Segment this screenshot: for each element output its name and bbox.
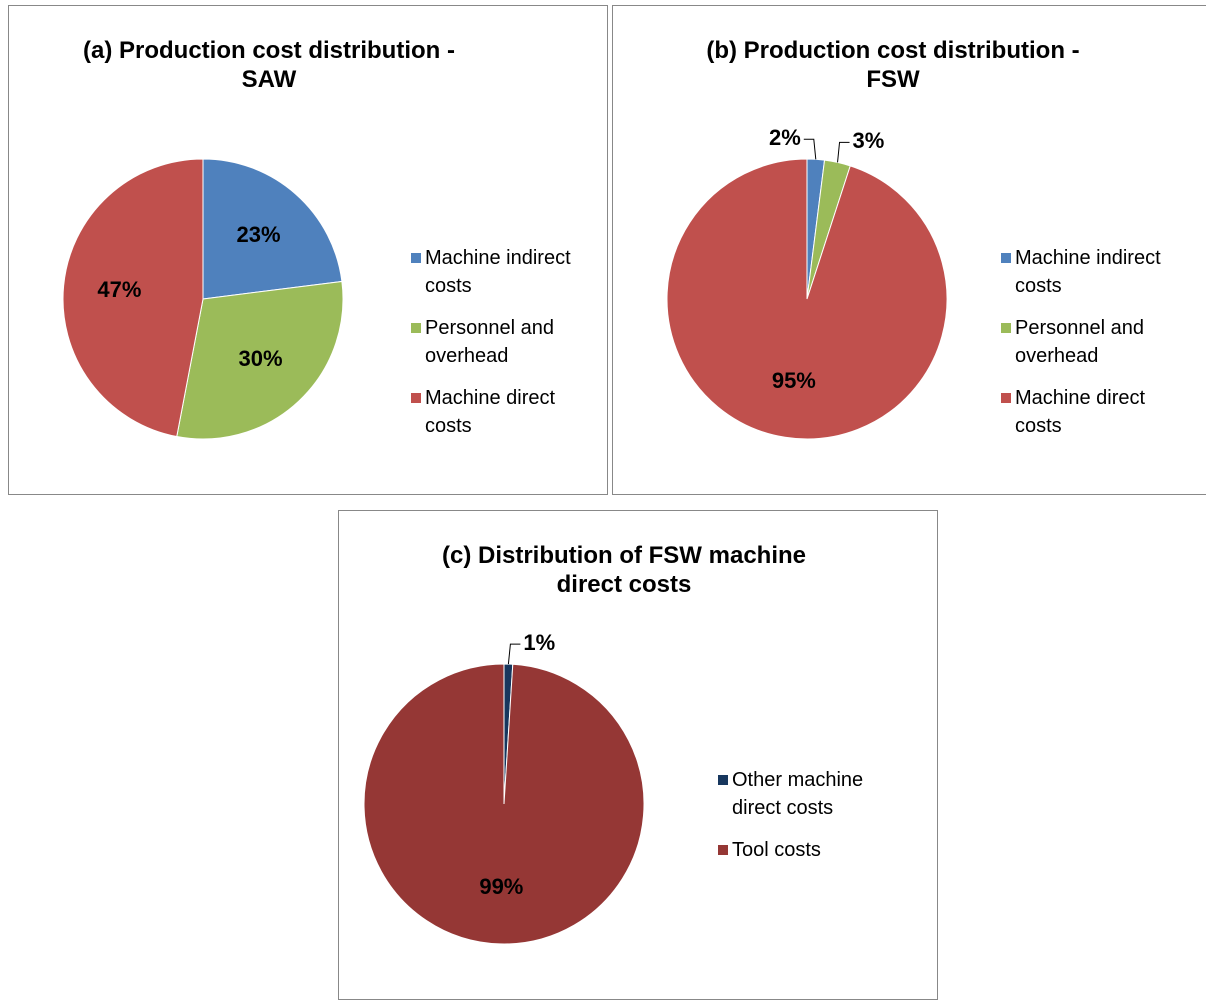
- pie-area: 23% 30% 47%: [62, 158, 344, 440]
- legend: Other machine direct costs Tool costs: [718, 766, 898, 878]
- legend-label: Other machine direct costs: [732, 769, 864, 819]
- legend-label: Personnel and overhead: [425, 317, 554, 367]
- legend-label: Personnel and overhead: [1015, 317, 1144, 367]
- legend-swatch: [411, 323, 421, 333]
- chart-panel: 1% 99% (c) Distribution of FSW machine dir…: [338, 510, 938, 1000]
- legend-swatch: [718, 845, 728, 855]
- legend-swatch: [411, 393, 421, 403]
- leader-line: [507, 643, 521, 665]
- pie-slice: [62, 158, 204, 438]
- data-label: 23%: [237, 222, 281, 247]
- legend-swatch: [1001, 393, 1011, 403]
- chart-title: (a) Production cost distribution - SAW: [83, 37, 455, 93]
- legend-entry: Machine indirect costs: [1001, 244, 1179, 300]
- legend-entry: Personnel and overhead: [411, 314, 601, 370]
- legend-entry: Tool costs: [718, 836, 898, 864]
- pie-slice: [176, 280, 344, 440]
- data-label: 1%: [523, 630, 555, 655]
- legend-swatch: [411, 253, 421, 263]
- data-label: 99%: [479, 874, 523, 899]
- pie-slice: [666, 158, 948, 440]
- legend-swatch: [1001, 253, 1011, 263]
- legend-label: Machine direct costs: [425, 387, 556, 437]
- pie-area: 1% 99%: [363, 630, 645, 945]
- data-label: 30%: [238, 346, 282, 371]
- legend-label: Machine direct costs: [1015, 387, 1146, 437]
- leader-line: [837, 141, 850, 163]
- legend-entry: Personnel and overhead: [1001, 314, 1179, 370]
- pie-area: 2% 3% 95%: [666, 125, 948, 440]
- data-label: 95%: [772, 368, 816, 393]
- data-label: 2%: [769, 125, 801, 150]
- legend-swatch: [718, 775, 728, 785]
- chart-title: (b) Production cost distribution - FSW: [706, 37, 1080, 93]
- legend-entry: Machine direct costs: [411, 384, 601, 440]
- legend-entry: Machine indirect costs: [411, 244, 601, 300]
- chart-panel: 2% 3% 95% (b) Production cost distribution …: [612, 5, 1206, 495]
- legend: Machine indirect costs Personnel and over…: [1001, 244, 1179, 454]
- pie-slice: [363, 663, 645, 945]
- data-label: 3%: [853, 128, 885, 153]
- legend: Machine indirect costs Personnel and over…: [411, 244, 601, 454]
- legend-entry: Other machine direct costs: [718, 766, 898, 822]
- chart-panel: 23% 30% 47% (a) Production cost distributio…: [8, 5, 608, 495]
- legend-label: Machine indirect costs: [425, 247, 571, 297]
- chart-title: (c) Distribution of FSW machine direct c…: [442, 542, 806, 598]
- legend-label: Tool costs: [732, 839, 821, 861]
- legend-swatch: [1001, 323, 1011, 333]
- legend-label: Machine indirect costs: [1015, 247, 1161, 297]
- legend-entry: Machine direct costs: [1001, 384, 1179, 440]
- leader-line: [803, 138, 817, 160]
- data-label: 47%: [97, 277, 141, 302]
- pie-slice: [202, 158, 343, 300]
